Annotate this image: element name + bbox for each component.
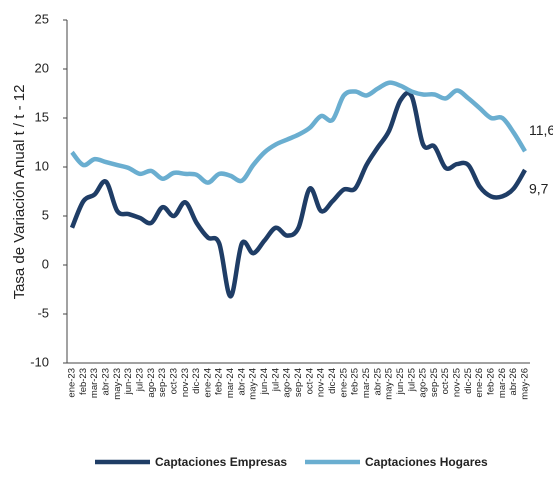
data-label: 9,7 <box>529 181 549 197</box>
x-tick-label: sep-24 <box>293 368 304 397</box>
x-tick-label: mar-25 <box>361 368 372 398</box>
x-tick-label: sep-25 <box>429 368 440 397</box>
x-tick-label: nov-24 <box>316 368 327 397</box>
y-tick-label: -5 <box>37 305 49 320</box>
data-label: 11,6 <box>529 122 553 138</box>
y-tick-label: 10 <box>35 158 49 173</box>
y-axis-label: Tasa de Variación Anual t / t - 12 <box>11 85 28 300</box>
x-tick-label: oct-23 <box>168 368 179 394</box>
x-tick-label: may-25 <box>384 368 395 400</box>
x-tick-label: abr-23 <box>100 368 111 395</box>
x-tick-label: jul-23 <box>134 368 145 392</box>
x-tick-label: feb-23 <box>78 368 89 395</box>
x-tick-label: mar-26 <box>497 368 508 398</box>
x-tick-label: nov-23 <box>180 368 191 397</box>
x-tick-label: abr-26 <box>508 368 519 395</box>
series-line <box>70 80 527 185</box>
x-tick-label: jul-25 <box>406 368 417 392</box>
x-tick-label: jun-24 <box>259 368 270 395</box>
y-tick-label: 15 <box>35 109 49 124</box>
x-tick-label: feb-26 <box>486 368 497 395</box>
x-tick-label: jun-25 <box>395 368 406 395</box>
y-tick-label: 25 <box>35 11 49 26</box>
x-tick-label: jul-24 <box>270 368 281 392</box>
x-tick-label: feb-25 <box>350 368 361 395</box>
x-tick-label: may-24 <box>248 368 259 400</box>
x-tick-label: sep-23 <box>157 368 168 397</box>
x-tick-label: ene-26 <box>474 368 485 398</box>
x-tick-label: nov-25 <box>452 368 463 397</box>
x-tick-label: ene-23 <box>67 368 78 398</box>
x-tick-label: abr-25 <box>372 368 383 395</box>
x-tick-label: oct-25 <box>440 368 451 394</box>
x-tick-label: ago-25 <box>418 368 429 398</box>
x-tick-label: abr-24 <box>236 368 247 395</box>
x-tick-label: may-26 <box>520 368 531 400</box>
x-tick-label: dic-25 <box>463 368 474 394</box>
x-tick-label: ago-23 <box>146 368 157 398</box>
x-tick-label: may-23 <box>112 368 123 400</box>
y-tick-label: 5 <box>42 207 49 222</box>
x-tick-label: ene-25 <box>338 368 349 398</box>
y-tick-label: 20 <box>35 60 49 75</box>
legend-label: Captaciones Hogares <box>365 455 488 469</box>
y-tick-label: 0 <box>42 256 49 271</box>
x-tick-label: jun-23 <box>123 368 134 395</box>
x-tick-label: feb-24 <box>214 368 225 395</box>
x-tick-label: dic-23 <box>191 368 202 394</box>
x-tick-label: mar-24 <box>225 368 236 398</box>
series-line <box>69 90 527 299</box>
x-tick-label: ago-24 <box>282 368 293 398</box>
x-tick-label: oct-24 <box>304 368 315 394</box>
x-tick-label: mar-23 <box>89 368 100 398</box>
legend-label: Captaciones Empresas <box>155 455 287 469</box>
x-tick-label: dic-24 <box>327 368 338 394</box>
y-tick-label: -10 <box>30 354 49 369</box>
x-tick-label: ene-24 <box>202 368 213 398</box>
